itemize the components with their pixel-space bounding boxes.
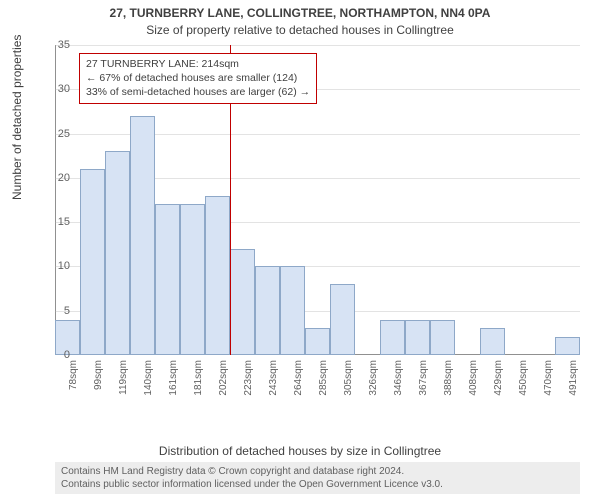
x-tick-label: 450sqm: [518, 360, 529, 405]
chart-title-address: 27, TURNBERRY LANE, COLLINGTREE, NORTHAM…: [0, 6, 600, 20]
histogram-bar: [130, 116, 155, 355]
x-tick-label: 491sqm: [568, 360, 579, 405]
x-tick-label: 99sqm: [93, 360, 104, 405]
x-tick-label: 305sqm: [343, 360, 354, 405]
x-axis-label: Distribution of detached houses by size …: [0, 444, 600, 458]
annotation-line: 33% of semi-detached houses are larger (…: [86, 85, 310, 99]
histogram-bar: [305, 328, 330, 355]
histogram-bar: [155, 204, 180, 355]
footer-line-2: Contains public sector information licen…: [61, 478, 574, 491]
histogram-bar: [105, 151, 130, 355]
x-tick-label: 470sqm: [543, 360, 554, 405]
x-tick-label: 140sqm: [143, 360, 154, 405]
histogram-bar: [380, 320, 405, 355]
x-tick-label: 408sqm: [468, 360, 479, 405]
histogram-bar: [430, 320, 455, 355]
x-tick-label: 264sqm: [293, 360, 304, 405]
x-tick-label: 223sqm: [243, 360, 254, 405]
x-tick-label: 181sqm: [193, 360, 204, 405]
histogram-bar: [255, 266, 280, 355]
chart-subtitle: Size of property relative to detached ho…: [0, 23, 600, 37]
histogram-bar: [280, 266, 305, 355]
annotation-line: ← 67% of detached houses are smaller (12…: [86, 71, 310, 85]
annotation-box: 27 TURNBERRY LANE: 214sqm← 67% of detach…: [79, 53, 317, 104]
annotation-line: 27 TURNBERRY LANE: 214sqm: [86, 57, 310, 71]
x-tick-label: 243sqm: [268, 360, 279, 405]
histogram-bar: [205, 196, 230, 355]
histogram-bar: [330, 284, 355, 355]
x-tick-label: 429sqm: [493, 360, 504, 405]
y-tick-label: 30: [58, 83, 70, 95]
y-tick-label: 5: [64, 305, 70, 317]
x-tick-label: 202sqm: [218, 360, 229, 405]
y-tick-label: 20: [58, 172, 70, 184]
histogram-bar: [80, 169, 105, 355]
x-tick-label: 346sqm: [393, 360, 404, 405]
x-tick-label: 161sqm: [168, 360, 179, 405]
plot-area: 27 TURNBERRY LANE: 214sqm← 67% of detach…: [55, 45, 580, 355]
y-tick-label: 35: [58, 39, 70, 51]
x-tick-label: 285sqm: [318, 360, 329, 405]
histogram-bar: [405, 320, 430, 355]
histogram-bar: [230, 249, 255, 355]
y-tick-label: 15: [58, 216, 70, 228]
x-tick-label: 326sqm: [368, 360, 379, 405]
y-axis-line: [55, 45, 56, 355]
x-tick-label: 78sqm: [68, 360, 79, 405]
histogram-bar: [180, 204, 205, 355]
histogram-bar: [480, 328, 505, 355]
gridline: [55, 45, 580, 46]
x-tick-label: 388sqm: [443, 360, 454, 405]
x-tick-label: 119sqm: [118, 360, 129, 405]
y-tick-label: 25: [58, 128, 70, 140]
y-axis-label: Number of detached properties: [10, 35, 24, 200]
y-tick-label: 10: [58, 260, 70, 272]
footer-line-1: Contains HM Land Registry data © Crown c…: [61, 465, 574, 478]
footer-attribution: Contains HM Land Registry data © Crown c…: [55, 462, 580, 494]
histogram-bar: [555, 337, 580, 355]
x-tick-label: 367sqm: [418, 360, 429, 405]
